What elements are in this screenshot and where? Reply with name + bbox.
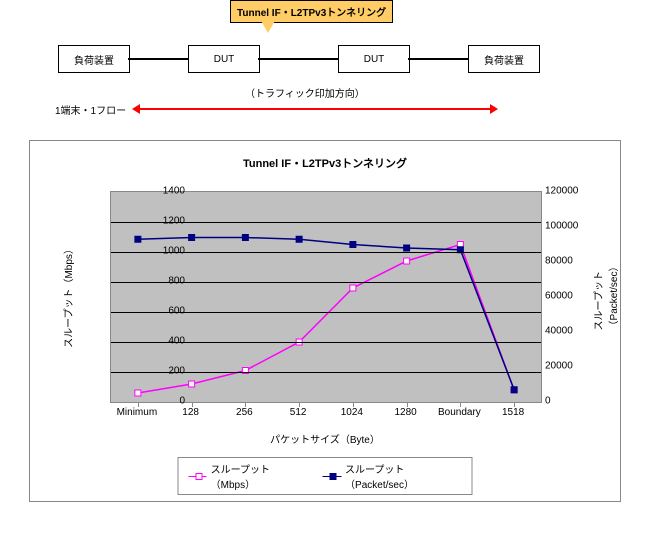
callout-label: Tunnel IF・L2TPv3トンネリング [230,0,393,23]
traffic-note: （トラフィック印加方向） [245,85,365,100]
y1-tick: 1200 [145,216,185,227]
chart: スループット（Mbps） スループット（Packet/sec） パケットサイズ（… [30,171,620,461]
y1-axis-label: スループット（Mbps） [60,244,75,348]
box-dut-right: DUT [338,45,410,73]
legend-pktsec: スループット（Packet/sec） [323,461,462,491]
x-tick-label: 1024 [341,407,363,418]
x-tick-label: 1280 [395,407,417,418]
flow-note: 1端末・1フロー [55,102,126,117]
y2-tick: 20000 [545,361,595,372]
y1-tick: 1000 [145,246,185,257]
legend-mbps: スループット（Mbps） [189,461,305,491]
x-tick-label: Boundary [438,407,481,418]
traffic-arrow [140,108,490,110]
x-tick-label: 128 [182,407,199,418]
y1-tick: 1400 [145,186,185,197]
y2-tick: 60000 [545,291,595,302]
y2-tick: 80000 [545,256,595,267]
legend-mbps-label: スループット（Mbps） [211,461,305,491]
x-axis-label: パケットサイズ（Byte） [30,431,620,446]
x-tick-label: 1518 [502,407,524,418]
y1-tick: 600 [145,306,185,317]
link-2 [258,58,338,60]
legend: スループット（Mbps） スループット（Packet/sec） [178,457,473,495]
y2-tick: 100000 [545,221,595,232]
y2-tick: 120000 [545,186,595,197]
chart-container: Tunnel IF・L2TPv3トンネリング スループット（Mbps） スループ… [29,140,621,502]
y1-tick: 200 [145,366,185,377]
box-load-left: 負荷装置 [58,45,130,73]
topology-diagram: Tunnel IF・L2TPv3トンネリング 負荷装置 DUT DUT 負荷装置… [20,0,630,130]
x-tick-label: 512 [290,407,307,418]
chart-title: Tunnel IF・L2TPv3トンネリング [30,141,620,171]
y2-tick: 0 [545,396,595,407]
x-tick-label: 256 [236,407,253,418]
callout-tail [260,19,276,33]
y1-tick: 800 [145,276,185,287]
box-load-right: 負荷装置 [468,45,540,73]
link-3 [408,58,468,60]
y1-tick: 400 [145,336,185,347]
x-tick-label: Minimum [117,407,158,418]
y2-tick: 40000 [545,326,595,337]
legend-pktsec-label: スループット（Packet/sec） [345,461,461,491]
link-1 [128,58,188,60]
box-dut-left: DUT [188,45,260,73]
y1-tick: 0 [145,396,185,407]
